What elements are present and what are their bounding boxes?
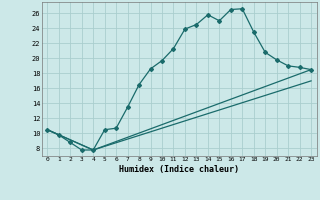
X-axis label: Humidex (Indice chaleur): Humidex (Indice chaleur) <box>119 165 239 174</box>
